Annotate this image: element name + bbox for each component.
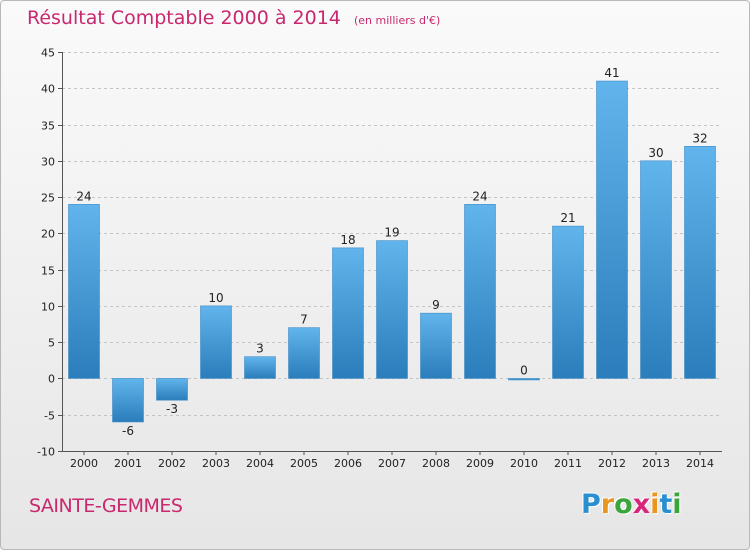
x-tick-label: 2002 xyxy=(158,457,186,470)
logo-letter: t xyxy=(659,489,673,520)
x-tick-label: 2000 xyxy=(70,457,98,470)
data-label-2003: 10 xyxy=(208,291,223,305)
logo-letter: i xyxy=(650,489,660,520)
bar-2008 xyxy=(420,312,452,379)
data-label-2006: 18 xyxy=(340,233,355,247)
logo-letter: i xyxy=(672,489,682,520)
y-tick-label: -5 xyxy=(44,410,55,423)
data-label-2004: 3 xyxy=(256,342,264,356)
y-tick-label: 40 xyxy=(41,83,55,96)
data-label-2009: 24 xyxy=(472,189,487,203)
logo-letter: x xyxy=(632,489,651,520)
commune-name: SAINTE-GEMMES xyxy=(29,495,183,517)
x-tick-label: 2007 xyxy=(378,457,406,470)
logo-letter: r xyxy=(600,489,615,520)
bar-2001 xyxy=(112,378,144,423)
bar-2004 xyxy=(244,356,276,379)
data-label-2001: -6 xyxy=(122,424,134,438)
x-tick-label: 2006 xyxy=(334,457,362,470)
data-label-2002: -3 xyxy=(166,402,178,416)
data-label-2013: 30 xyxy=(648,146,663,160)
y-tick-label: 10 xyxy=(41,301,55,314)
data-label-2014: 32 xyxy=(692,131,707,145)
bar-2012 xyxy=(596,80,628,379)
y-tick-label: 15 xyxy=(41,265,55,278)
proxiti-logo: Proxiti xyxy=(581,489,682,520)
x-tick-label: 2013 xyxy=(642,457,670,470)
y-tick-label: 20 xyxy=(41,228,55,241)
data-labels: 24 -6 -3 10 3 7 18 19 9 24 0 21 41 30 32 xyxy=(76,66,707,438)
y-tick-label: 25 xyxy=(41,192,55,205)
bar-2009 xyxy=(464,204,496,379)
data-label-2011: 21 xyxy=(560,211,575,225)
bar-2011 xyxy=(552,225,584,379)
y-tick-label: 5 xyxy=(48,337,55,350)
x-tick-label: 2005 xyxy=(290,457,318,470)
bar-2005 xyxy=(288,327,320,379)
data-label-2005: 7 xyxy=(300,313,308,327)
x-tick-label: 2001 xyxy=(114,457,142,470)
x-tick-label: 2012 xyxy=(598,457,626,470)
data-label-2008: 9 xyxy=(432,298,440,312)
bars xyxy=(68,80,716,423)
x-tick-label: 2008 xyxy=(422,457,450,470)
x-tick-label: 2003 xyxy=(202,457,230,470)
chart-unit: (en milliers d'€) xyxy=(353,14,441,27)
logo-letter: o xyxy=(614,489,633,520)
y-tick-label: 45 xyxy=(41,47,55,60)
data-label-2010: 0 xyxy=(520,363,528,377)
x-tick-label: 2014 xyxy=(686,457,714,470)
x-tick-label: 2004 xyxy=(246,457,274,470)
y-tick-label: 0 xyxy=(48,373,55,386)
bar-2003 xyxy=(200,305,232,379)
x-tick-label: 2009 xyxy=(466,457,494,470)
logo-letter: P xyxy=(581,489,601,520)
chart-title-text: Résultat Comptable 2000 à 2014 xyxy=(27,7,341,29)
bar-2006 xyxy=(332,247,364,379)
bar-2002 xyxy=(156,378,188,401)
chart-title: Résultat Comptable 2000 à 2014 (en milli… xyxy=(27,7,440,29)
data-label-2007: 19 xyxy=(384,226,399,240)
bar-2007 xyxy=(376,240,408,379)
bar-2013 xyxy=(640,160,672,379)
y-tick-label: 35 xyxy=(41,120,55,133)
x-tick-label: 2011 xyxy=(554,457,582,470)
bar-2014 xyxy=(684,146,716,379)
y-tick-label: 30 xyxy=(41,156,55,169)
data-label-2012: 41 xyxy=(604,66,619,80)
bar-2000 xyxy=(68,204,100,379)
x-tick-label: 2010 xyxy=(510,457,538,470)
data-label-2000: 24 xyxy=(76,189,91,203)
bar-2010 xyxy=(508,378,540,381)
y-tick-label: -10 xyxy=(37,446,55,459)
